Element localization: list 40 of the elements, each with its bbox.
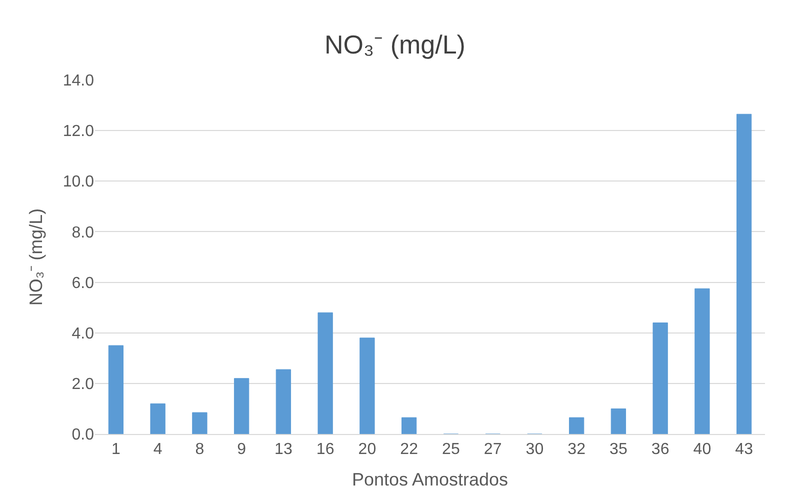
bar — [568, 417, 584, 434]
y-tick-label: 10.0 — [62, 174, 94, 191]
x-tick-label: 4 — [153, 441, 162, 458]
x-tick-label: 35 — [610, 441, 628, 458]
y-tick-label: 14.0 — [62, 72, 94, 90]
x-tick-label: 27 — [484, 441, 502, 458]
x-tick-label: 22 — [400, 441, 418, 458]
y-tick-label: 6.0 — [72, 274, 94, 292]
x-tick-label: 25 — [442, 441, 460, 458]
x-tick-label: 9 — [237, 441, 246, 458]
y-tick-label: 4.0 — [72, 325, 94, 342]
bar — [736, 114, 752, 434]
bar — [276, 369, 292, 434]
bar — [108, 345, 124, 434]
y-tick-label: 0.0 — [72, 426, 94, 444]
bar — [360, 338, 375, 434]
bar — [401, 417, 417, 434]
x-tick-label: 43 — [735, 441, 754, 458]
bar — [234, 378, 250, 434]
x-tick-label: 16 — [316, 441, 334, 458]
bar — [192, 412, 208, 434]
y-tick-label: 12.0 — [62, 123, 94, 140]
y-tick-label: 8.0 — [72, 224, 94, 242]
x-tick-label: 30 — [526, 441, 544, 458]
y-axis-title: NO₃⁻ (mg/L) — [26, 208, 46, 306]
chart-title: NO₃⁻ (mg/L) — [324, 29, 466, 60]
x-tick-label: 32 — [568, 441, 586, 458]
y-tick-label: 2.0 — [72, 376, 94, 394]
x-tick-label: 36 — [651, 441, 670, 458]
bar — [652, 322, 668, 434]
x-tick-label: 20 — [358, 441, 376, 458]
bar — [150, 403, 166, 434]
x-tick-label: 40 — [693, 441, 712, 458]
bar — [318, 312, 333, 434]
bar — [694, 288, 710, 434]
x-tick-label: 1 — [111, 441, 120, 458]
x-tick-label: 13 — [274, 441, 292, 458]
bar — [610, 408, 626, 434]
x-axis-title: Pontos Amostrados — [352, 469, 508, 490]
x-tick-label: 8 — [195, 441, 204, 458]
